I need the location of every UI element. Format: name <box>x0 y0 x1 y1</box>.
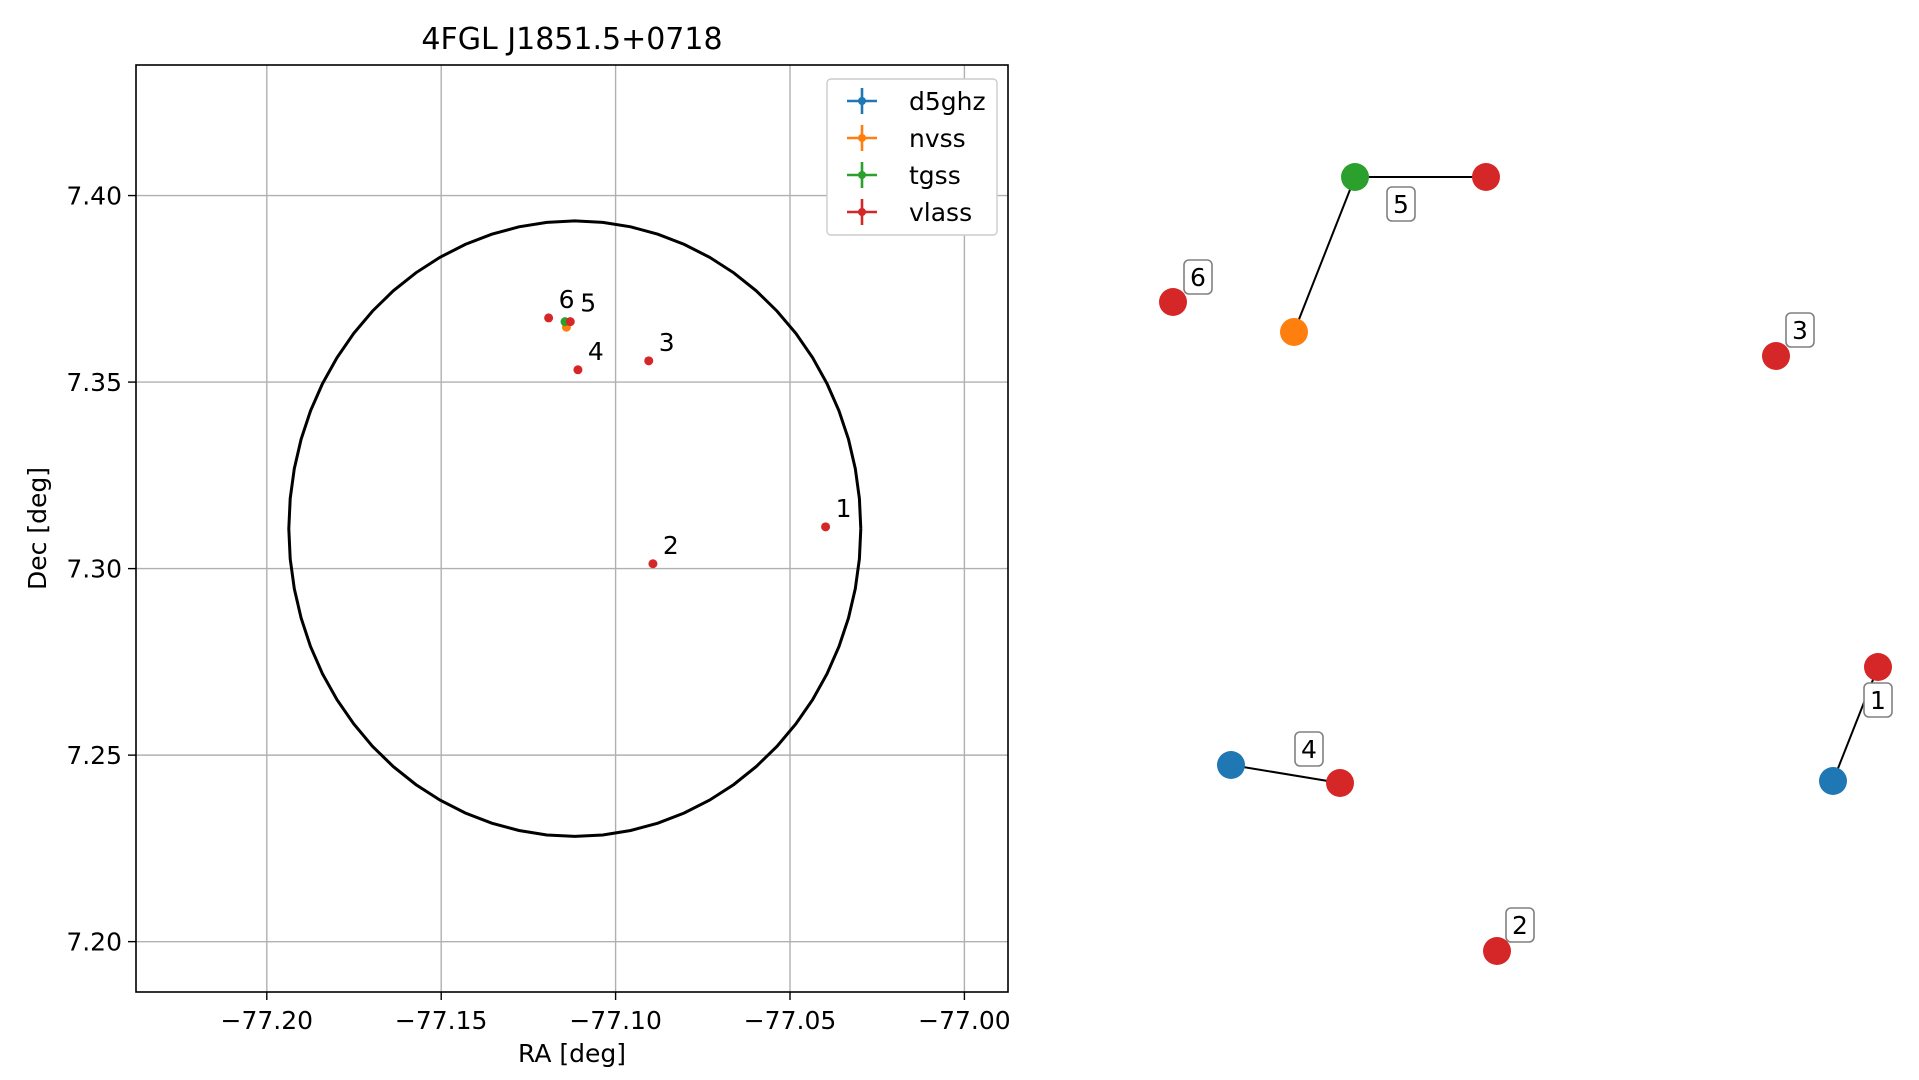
graph-edge <box>1293 176 1356 333</box>
graph-node-vlass <box>1159 288 1187 316</box>
graph-label-3: 3 <box>1792 316 1808 345</box>
graph-node-d5ghz <box>1819 767 1847 795</box>
source-points <box>544 313 831 569</box>
legend-label-tgss: tgss <box>909 161 961 190</box>
y-tick-label: 7.35 <box>66 368 122 397</box>
legend-label-d5ghz: d5ghz <box>909 87 986 116</box>
graph-node-vlass <box>1762 342 1790 370</box>
y-tick-label: 7.25 <box>66 741 122 770</box>
graph-label-4: 4 <box>1301 735 1317 764</box>
graph-node-vlass <box>1326 769 1354 797</box>
x-tick-label: −77.15 <box>395 1006 488 1035</box>
graph-node-tgss <box>1341 163 1369 191</box>
source-label-2: 2 <box>663 531 679 560</box>
graph-edges <box>1230 176 1879 784</box>
crossmatch-graph-panel: 1 2 3 4 5 6 <box>1159 163 1893 965</box>
point-vlass <box>565 317 575 327</box>
legend-label-vlass: vlass <box>909 198 972 227</box>
source-label-3: 3 <box>659 328 675 357</box>
graph-node-nvss <box>1280 318 1308 346</box>
point-vlass <box>544 313 554 323</box>
graph-edge <box>1230 764 1341 784</box>
y-axis-ticks: 7.20 7.25 7.30 7.35 7.40 <box>66 182 136 957</box>
x-tick-label: −77.10 <box>569 1006 662 1035</box>
graph-nodes <box>1159 163 1892 965</box>
y-tick-label: 7.30 <box>66 555 122 584</box>
source-label-6: 6 <box>559 285 575 314</box>
x-tick-label: −77.00 <box>918 1006 1011 1035</box>
source-label-4: 4 <box>588 337 604 366</box>
sky-map-panel: 1 2 3 4 56 −77.20 −77.15 −77.10 −77.05 −77.00 7.… <box>23 22 1011 1068</box>
legend-label-nvss: nvss <box>909 124 966 153</box>
graph-label-box-3 <box>1785 312 1815 348</box>
legend-marker-dot-vlass <box>858 208 866 216</box>
x-tick-label: −77.05 <box>744 1006 837 1035</box>
legend-box <box>826 78 998 236</box>
y-axis-label: Dec [deg] <box>23 467 52 590</box>
point-vlass <box>648 559 658 569</box>
x-tick-label: −77.20 <box>221 1006 314 1035</box>
legend-marker-dot-d5ghz <box>858 97 866 105</box>
graph-label-box-5 <box>1386 186 1416 222</box>
point-vlass <box>644 356 654 366</box>
graph-label-2: 2 <box>1512 911 1528 940</box>
error-ellipse-layer <box>287 219 863 838</box>
x-axis-ticks: −77.20 −77.15 −77.10 −77.05 −77.00 <box>221 992 1011 1035</box>
legend-marker-dot-tgss <box>858 171 866 179</box>
graph-label-box-6 <box>1183 259 1213 295</box>
graph-node-vlass <box>1864 653 1892 681</box>
legend-marker-dot-nvss <box>858 134 866 142</box>
plot-frame <box>135 64 1009 993</box>
source-label-5: 5 <box>580 289 596 318</box>
graph-node-d5ghz <box>1217 751 1245 779</box>
graph-label-6: 6 <box>1190 263 1206 292</box>
graph-node-vlass <box>1472 163 1500 191</box>
error-ellipse <box>287 219 863 838</box>
chart-title: 4FGL J1851.5+0718 <box>421 22 722 57</box>
y-tick-label: 7.40 <box>66 182 122 211</box>
graph-label-box-4 <box>1294 731 1324 767</box>
graph-label-box-2 <box>1505 907 1535 943</box>
graph-label-1: 1 <box>1870 686 1886 715</box>
y-tick-label: 7.20 <box>66 928 122 957</box>
source-label-1: 1 <box>836 494 852 523</box>
graph-node-vlass <box>1483 937 1511 965</box>
graph-group-labels: 1 2 3 4 5 6 <box>1183 186 1893 943</box>
legend: d5ghz nvss tgss vlass <box>826 78 998 236</box>
x-axis-label: RA [deg] <box>518 1039 626 1068</box>
source-labels: 1 2 3 4 56 <box>559 285 852 560</box>
point-vlass <box>573 365 583 375</box>
graph-label-box-1 <box>1863 682 1893 718</box>
point-vlass <box>821 522 831 532</box>
graph-label-5: 5 <box>1393 190 1409 219</box>
